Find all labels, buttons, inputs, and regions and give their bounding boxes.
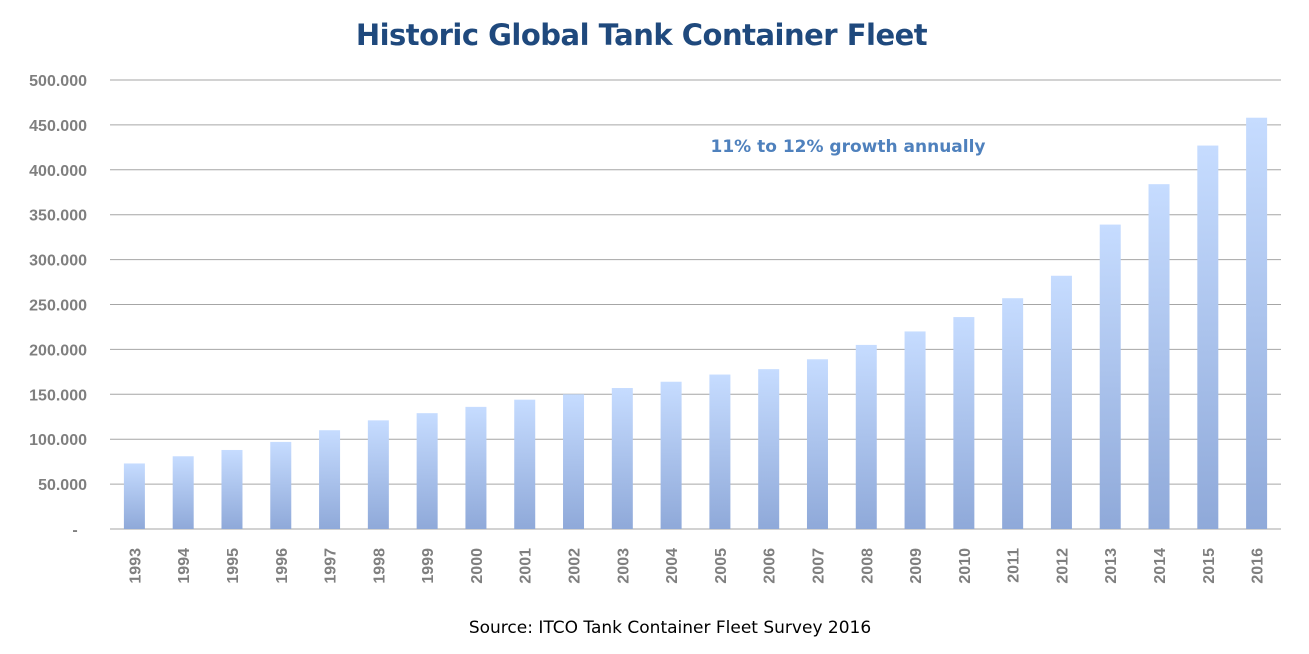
y-tick-label: - <box>72 522 77 539</box>
x-tick-label-2015: 2015 <box>1201 548 1218 584</box>
x-axis-tick-labels: 1993 1994 1995 1996 1997 1998 1999 2000 2001 2002… <box>127 548 1266 584</box>
y-tick-label: 250.000 <box>29 298 87 315</box>
bar-2010 <box>953 317 975 529</box>
x-tick-label-2000: 2000 <box>469 548 486 584</box>
bar-2015 <box>1197 145 1219 529</box>
x-tick-label-2013: 2013 <box>1103 548 1120 584</box>
bar-2014 <box>1148 184 1170 529</box>
x-tick-label-2004: 2004 <box>664 548 681 584</box>
bar-2008 <box>855 344 877 529</box>
bar-2011 <box>1002 298 1024 529</box>
x-tick-label-2008: 2008 <box>859 548 876 584</box>
x-tick-label-2003: 2003 <box>615 548 632 584</box>
bar-2005 <box>709 374 731 529</box>
x-tick-label-1995: 1995 <box>225 548 242 584</box>
x-tick-label-2012: 2012 <box>1054 548 1071 584</box>
bar-2009 <box>904 331 926 529</box>
bar-2012 <box>1050 275 1072 529</box>
x-tick-label-1996: 1996 <box>274 548 291 584</box>
x-tick-label-1997: 1997 <box>323 548 340 584</box>
bar-2001 <box>514 399 536 529</box>
bar-1995 <box>221 449 243 529</box>
bar-2004 <box>660 381 682 529</box>
gridlines <box>110 79 1281 530</box>
y-tick-label: 400.000 <box>29 163 87 180</box>
x-tick-label-2011: 2011 <box>1006 548 1023 583</box>
x-tick-label-2002: 2002 <box>567 548 584 584</box>
y-tick-label: 350.000 <box>29 208 87 225</box>
x-tick-label-1999: 1999 <box>420 548 437 584</box>
y-tick-label: 450.000 <box>29 118 87 135</box>
chart-title: Historic Global Tank Container Fleet <box>355 18 928 52</box>
bar-2007 <box>806 359 828 529</box>
x-tick-label-2007: 2007 <box>810 548 827 584</box>
y-tick-label: 150.000 <box>29 387 87 404</box>
x-tick-label-2009: 2009 <box>908 548 925 584</box>
x-tick-label-2001: 2001 <box>518 548 535 584</box>
x-tick-label-1994: 1994 <box>176 548 193 584</box>
x-tick-label-2016: 2016 <box>1250 548 1267 584</box>
y-tick-label: 300.000 <box>29 253 87 270</box>
bar-1994 <box>172 456 194 529</box>
y-tick-label: 500.000 <box>29 73 87 90</box>
bar-2013 <box>1099 224 1121 529</box>
bars <box>123 117 1268 529</box>
bar-2000 <box>465 406 487 529</box>
bar-2003 <box>611 388 633 529</box>
y-tick-label: 200.000 <box>29 342 87 359</box>
bar-1999 <box>416 413 438 529</box>
y-tick-label: 50.000 <box>38 477 87 494</box>
bar-1996 <box>270 441 292 529</box>
x-tick-label-1998: 1998 <box>371 548 388 584</box>
x-tick-label-2014: 2014 <box>1152 548 1169 584</box>
x-tick-label-2005: 2005 <box>713 548 730 584</box>
x-tick-label-2006: 2006 <box>762 548 779 584</box>
growth-annotation: 11% to 12% growth annually <box>710 137 985 157</box>
source-note: Source: ITCO Tank Container Fleet Survey… <box>468 618 872 638</box>
bar-1997 <box>319 430 341 529</box>
x-tick-label-2010: 2010 <box>957 548 974 584</box>
y-axis-tick-labels: - 50.000 100.000 150.000 200.000 250.000 300.0… <box>29 73 87 539</box>
bar-1998 <box>367 420 389 529</box>
bar-2016 <box>1246 117 1268 529</box>
x-tick-label-1993: 1993 <box>127 548 144 584</box>
bar-2006 <box>758 369 780 529</box>
bar-2002 <box>563 394 585 529</box>
bar-1993 <box>123 463 145 529</box>
y-tick-label: 100.000 <box>29 432 87 449</box>
